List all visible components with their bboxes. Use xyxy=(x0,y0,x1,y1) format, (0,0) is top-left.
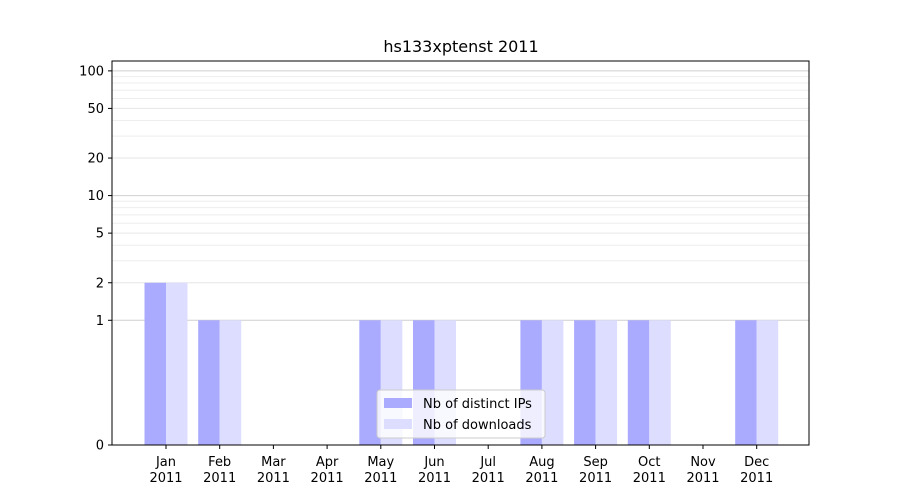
bar xyxy=(627,320,650,445)
bar xyxy=(144,282,166,445)
x-tick-label-year: 2011 xyxy=(525,471,558,486)
x-tick-label-year: 2011 xyxy=(311,471,344,486)
y-axis: 0 1 2 5 10 20 50 100 xyxy=(79,64,112,454)
x-tick-label-month: Jun xyxy=(423,455,444,470)
y-tick-label: 5 xyxy=(96,227,104,242)
y-tick-label: 100 xyxy=(79,64,104,79)
bar xyxy=(166,282,188,445)
x-tick-label-month: Apr xyxy=(316,455,339,470)
x-tick-label-month: Feb xyxy=(208,455,231,470)
bar xyxy=(649,320,671,445)
legend-box xyxy=(376,389,546,439)
x-tick-label-month: May xyxy=(367,455,394,470)
x-tick-label-month: Sep xyxy=(583,455,608,470)
x-tick-label-year: 2011 xyxy=(633,471,666,486)
bar xyxy=(756,320,779,445)
x-tick-label-month: Jan xyxy=(155,455,176,470)
y-tick-label: 1 xyxy=(96,314,104,329)
y-tick-label: 0 xyxy=(96,439,104,454)
bar xyxy=(541,320,564,445)
x-tick-label-month: Aug xyxy=(529,455,554,470)
y-tick-label: 20 xyxy=(87,152,104,167)
bar xyxy=(198,320,220,445)
x-tick-label-year: 2011 xyxy=(364,471,397,486)
major-grid xyxy=(112,70,809,321)
x-tick-label-year: 2011 xyxy=(579,471,612,486)
y-tick-label: 2 xyxy=(96,276,104,291)
x-tick-label-year: 2011 xyxy=(418,471,451,486)
x-tick-label-month: Dec xyxy=(744,455,769,470)
minor-grid xyxy=(112,76,809,262)
x-tick-label-month: Nov xyxy=(690,455,716,470)
x-tick-label-year: 2011 xyxy=(686,471,719,486)
legend-swatch xyxy=(384,419,412,429)
bar xyxy=(735,320,757,445)
y-tick-label: 10 xyxy=(87,189,104,204)
x-axis: Jan2011Feb2011Mar2011Apr2011May2011Jun20… xyxy=(149,445,773,486)
x-tick-label-year: 2011 xyxy=(472,471,505,486)
bar xyxy=(595,320,618,445)
bar xyxy=(359,320,381,445)
chart-title: hs133xptenst 2011 xyxy=(383,37,538,56)
x-tick-label-year: 2011 xyxy=(257,471,290,486)
x-tick-label-month: Oct xyxy=(638,455,660,470)
x-tick-label-year: 2011 xyxy=(203,471,236,486)
y-tick-label: 50 xyxy=(87,102,104,117)
legend-swatch xyxy=(384,398,412,408)
bar xyxy=(219,320,242,445)
plot-frame xyxy=(111,60,810,446)
x-tick-label-year: 2011 xyxy=(149,471,182,486)
legend-label: Nb of downloads xyxy=(423,418,532,433)
legend-label: Nb of distinct IPs xyxy=(423,397,532,412)
x-tick-label-month: Mar xyxy=(261,455,286,470)
x-tick-label-year: 2011 xyxy=(740,471,773,486)
x-tick-label-month: Jul xyxy=(479,455,496,470)
bar xyxy=(574,320,596,445)
legend: Nb of distinct IPs Nb of downloads xyxy=(376,389,546,439)
